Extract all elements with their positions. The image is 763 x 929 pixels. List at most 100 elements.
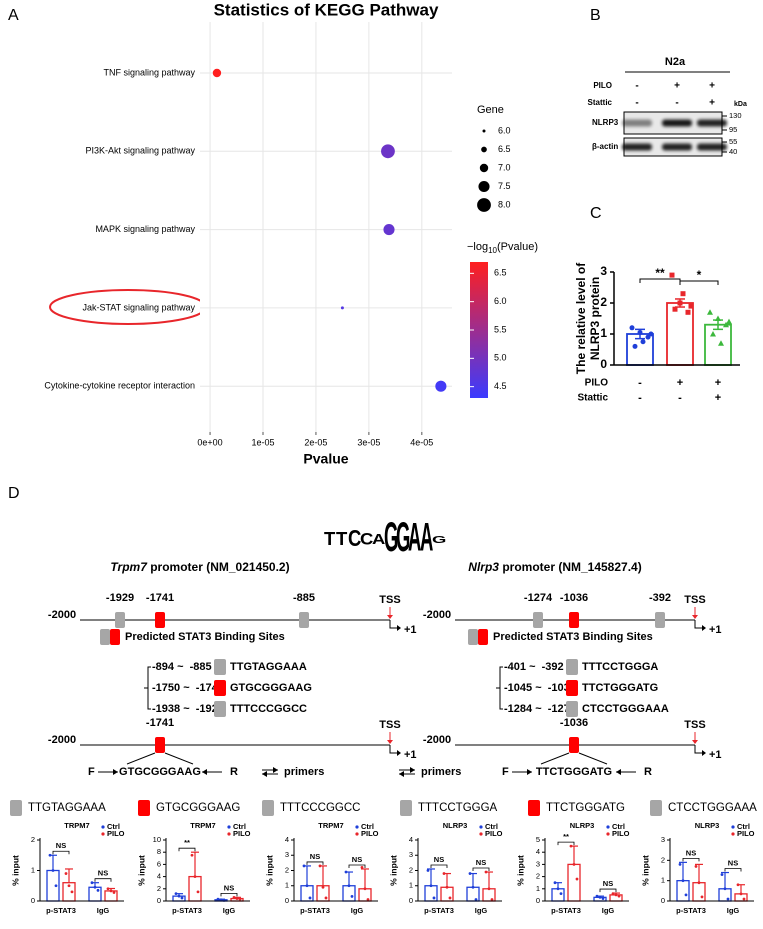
plus-one: +1 <box>709 749 722 761</box>
data-point <box>321 885 325 889</box>
band-label: β-actin <box>592 142 618 151</box>
data-point <box>720 873 724 876</box>
tss-label: TSS <box>684 719 705 731</box>
data-point <box>174 892 178 896</box>
condition-sign: + <box>715 392 721 404</box>
legend-bubble <box>481 146 487 153</box>
y-tick-label: 0 <box>536 896 540 905</box>
data-point <box>694 865 698 868</box>
start-head <box>397 750 401 756</box>
start-label: -2000 <box>48 734 76 746</box>
data-point <box>645 334 651 340</box>
logo-letter: A <box>420 515 433 560</box>
tss-head <box>387 740 393 744</box>
y-tick-label: 1 <box>536 884 540 893</box>
row-label: PILO <box>593 81 612 90</box>
data-point <box>445 885 449 889</box>
x-tick-label: IgG <box>727 906 740 915</box>
arrow-head <box>616 769 621 775</box>
y-tick-label: 3 <box>285 850 289 859</box>
arrow-head <box>399 771 404 777</box>
bubble <box>435 380 447 392</box>
y-axis-label: % input <box>136 855 146 886</box>
x-tick-label: IgG <box>475 906 488 915</box>
legend-label: Ctrl <box>361 822 374 831</box>
binding-site <box>533 612 543 628</box>
panel-label: A <box>8 7 19 24</box>
legend-dot <box>731 825 735 829</box>
site-label: -1741 <box>146 592 174 604</box>
y-tick-label: 2 <box>600 295 607 309</box>
data-point <box>70 890 74 894</box>
data-point <box>324 896 328 900</box>
sign: + <box>709 81 715 92</box>
error-bar <box>319 865 327 886</box>
bar <box>88 886 102 902</box>
data-point <box>637 329 643 335</box>
site-label: -1929 <box>106 592 134 604</box>
condition-label: PILO <box>585 378 609 389</box>
range-seq: TTTCCTGGGA <box>582 661 658 673</box>
panel-label: B <box>590 7 601 24</box>
y-tick-label: 2 <box>409 865 413 874</box>
range-box <box>566 659 578 675</box>
data-point <box>448 896 452 900</box>
sig-bracket <box>557 841 575 846</box>
arrow-head <box>113 769 118 775</box>
legend-dot <box>606 825 610 829</box>
x-tick-label: 3e-05 <box>357 437 380 447</box>
site-label: -1036 <box>560 717 588 729</box>
range-label: -1045 ~ -1036 <box>504 682 576 694</box>
cell-line: N2a <box>665 56 686 68</box>
data-point <box>484 870 488 874</box>
y-axis-label: % input <box>515 855 525 886</box>
legend-label: PILO <box>485 829 503 838</box>
site-label: -392 <box>649 592 671 604</box>
x-tick-label: 0e+00 <box>197 437 222 447</box>
legend-label: 7.5 <box>498 181 511 191</box>
legend-label: PILO <box>233 829 251 838</box>
condition-sign: + <box>715 377 721 389</box>
error-bar <box>427 868 435 886</box>
legend-bubble <box>478 180 490 193</box>
data-point <box>64 872 68 875</box>
sig-label: NS <box>352 855 362 864</box>
forward-label: F <box>88 766 95 778</box>
data-point <box>710 331 716 337</box>
y-axis-label: % input <box>388 855 398 886</box>
tss-head <box>692 615 698 619</box>
data-point <box>468 872 472 875</box>
seq-text: GTGCGGGAAG <box>156 802 240 814</box>
data-point <box>196 890 200 894</box>
y-tick-label: MAPK signaling pathway <box>95 224 195 234</box>
colorbar-label: 5.0 <box>494 353 507 363</box>
site-label: -1274 <box>524 592 553 604</box>
y-tick-label: PI3K-Akt signaling pathway <box>85 146 195 156</box>
bar <box>567 863 581 902</box>
binding-site <box>569 737 579 753</box>
site-label: -885 <box>293 592 315 604</box>
error-bar <box>65 868 73 883</box>
sig-label: NS <box>56 841 66 850</box>
marker-label: 130 <box>729 111 742 120</box>
seq-box <box>10 800 22 816</box>
logo-letter: C <box>348 526 361 551</box>
data-point <box>684 893 688 897</box>
arrow-head <box>273 767 278 773</box>
y-tick-label: 3 <box>661 835 665 844</box>
promoter-name: promoter (NM_145827.4) <box>499 560 642 574</box>
legend-title-part: −log <box>467 241 488 253</box>
sig-bracket <box>724 868 742 872</box>
sig-label: ** <box>655 266 665 280</box>
band <box>662 119 692 127</box>
sig-bracket <box>472 867 490 872</box>
data-point <box>715 315 721 321</box>
chart-title: NLRP3 <box>443 821 468 830</box>
tss-label: TSS <box>684 594 705 606</box>
error-bar <box>49 854 57 871</box>
range-bracket <box>144 666 151 710</box>
band <box>622 119 652 127</box>
error-bar <box>679 861 687 881</box>
logo-letter: G <box>384 514 398 561</box>
bubble <box>212 68 222 78</box>
